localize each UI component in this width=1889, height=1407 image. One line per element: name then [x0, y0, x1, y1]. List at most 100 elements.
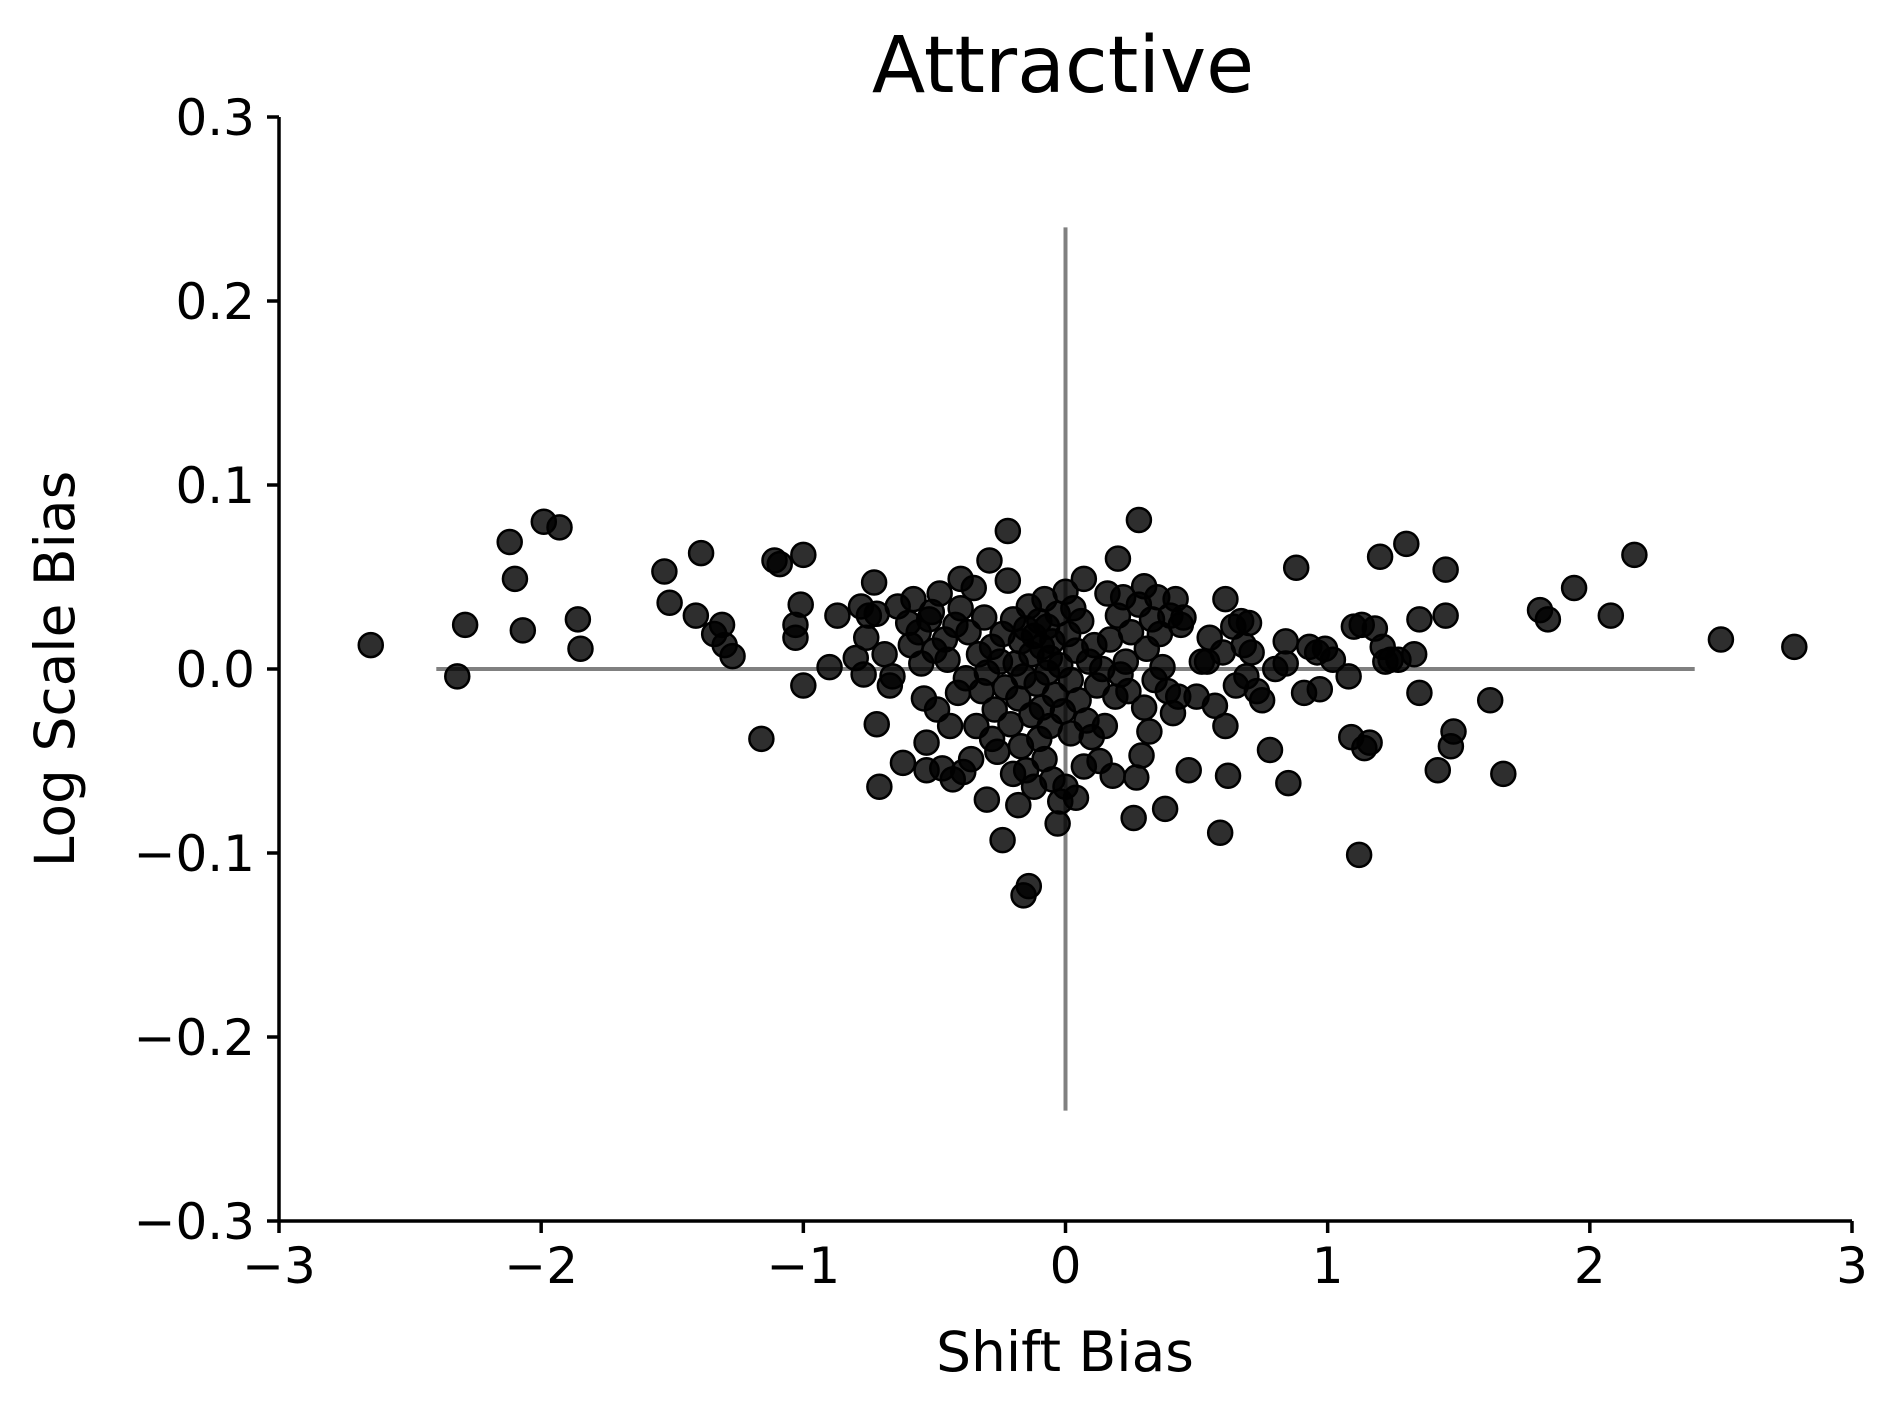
x-tick-label: −3	[242, 1237, 316, 1295]
data-point	[1067, 607, 1095, 635]
data-point	[766, 550, 793, 578]
data-point	[1534, 606, 1562, 633]
data-point	[651, 558, 678, 585]
data-point	[1424, 756, 1452, 784]
data-point	[1212, 585, 1239, 613]
data-point	[1272, 628, 1299, 655]
data-point	[1015, 872, 1043, 900]
data-point	[879, 663, 906, 690]
data-point	[866, 773, 893, 801]
data-point	[989, 826, 1016, 854]
data-point	[1201, 692, 1229, 720]
data-point	[871, 641, 898, 668]
data-point	[1256, 736, 1284, 764]
data-point	[1151, 795, 1179, 823]
data-point	[1206, 819, 1234, 847]
data-point	[656, 589, 683, 617]
data-point	[1130, 694, 1158, 721]
data-point	[1406, 679, 1433, 707]
y-tick-label: −0.2	[134, 1009, 255, 1067]
data-point	[1170, 604, 1197, 631]
data-point	[900, 585, 927, 613]
data-point	[984, 738, 1011, 766]
data-point	[970, 604, 998, 631]
data-point	[816, 653, 843, 681]
x-axis-label: Shift Bias	[936, 1320, 1194, 1384]
data-point	[357, 631, 385, 659]
data-point	[973, 786, 1001, 813]
data-point	[1490, 760, 1517, 788]
data-point	[1306, 675, 1334, 703]
data-point	[1117, 618, 1145, 646]
data-point	[863, 710, 890, 738]
data-point	[913, 729, 940, 756]
data-point	[1062, 784, 1090, 812]
data-points	[357, 506, 1808, 909]
data-point	[1345, 841, 1373, 869]
data-point	[496, 528, 523, 556]
data-point	[824, 602, 851, 629]
x-tick-label: −1	[766, 1237, 840, 1295]
data-point	[1356, 729, 1383, 756]
data-point	[957, 745, 985, 773]
y-axis-label: Log Scale Bias	[23, 471, 87, 868]
data-point	[748, 725, 775, 753]
data-point	[1235, 609, 1263, 637]
data-point	[509, 617, 537, 644]
data-point	[889, 749, 917, 777]
data-point	[1120, 804, 1147, 832]
data-point	[790, 672, 817, 699]
data-point	[1275, 769, 1302, 797]
data-point	[1123, 764, 1150, 791]
data-point	[1248, 687, 1276, 714]
data-point	[1432, 556, 1459, 583]
data-point	[719, 642, 746, 670]
y-tick-label: 0.2	[175, 273, 255, 331]
x-tick-label: 1	[1312, 1237, 1344, 1295]
data-point	[687, 539, 715, 567]
data-point	[860, 569, 888, 596]
data-point	[960, 574, 987, 602]
data-point	[451, 611, 479, 639]
data-point	[1406, 606, 1433, 633]
data-point	[1238, 639, 1265, 666]
data-point	[1621, 541, 1648, 569]
data-point	[1476, 687, 1504, 714]
data-point	[1214, 762, 1242, 789]
x-tick-label: 0	[1050, 1237, 1082, 1295]
y-tick-label: −0.3	[134, 1193, 255, 1251]
data-point	[1104, 545, 1132, 572]
data-point	[546, 514, 573, 541]
x-tick-label: 2	[1574, 1237, 1606, 1295]
data-point	[994, 567, 1022, 594]
data-point	[947, 595, 974, 622]
data-point	[1112, 648, 1140, 675]
data-point	[1115, 677, 1142, 705]
x-axis-ticks: −3 −2 −1 0 1 2 3	[242, 1221, 1868, 1295]
data-point	[1560, 574, 1588, 602]
data-point	[1366, 543, 1394, 571]
data-point	[1136, 718, 1163, 745]
data-point	[926, 580, 953, 607]
data-point	[850, 661, 877, 688]
data-point	[564, 606, 592, 633]
data-point	[1781, 633, 1808, 661]
data-point	[1272, 650, 1299, 677]
data-point	[1393, 530, 1420, 558]
data-point	[934, 646, 961, 674]
y-tick-label: 0.0	[175, 641, 255, 699]
data-point	[1070, 565, 1098, 593]
data-point	[1149, 653, 1176, 681]
data-point	[1005, 791, 1032, 819]
data-point	[1128, 742, 1155, 769]
data-point	[1044, 810, 1071, 837]
data-point	[1440, 718, 1467, 745]
data-point	[444, 663, 471, 690]
data-point	[1212, 712, 1239, 740]
data-point	[682, 602, 710, 629]
data-point	[1175, 756, 1202, 784]
y-tick-label: 0.1	[175, 457, 255, 515]
data-point	[1091, 712, 1119, 740]
data-point	[1282, 554, 1310, 582]
data-point	[994, 517, 1022, 545]
